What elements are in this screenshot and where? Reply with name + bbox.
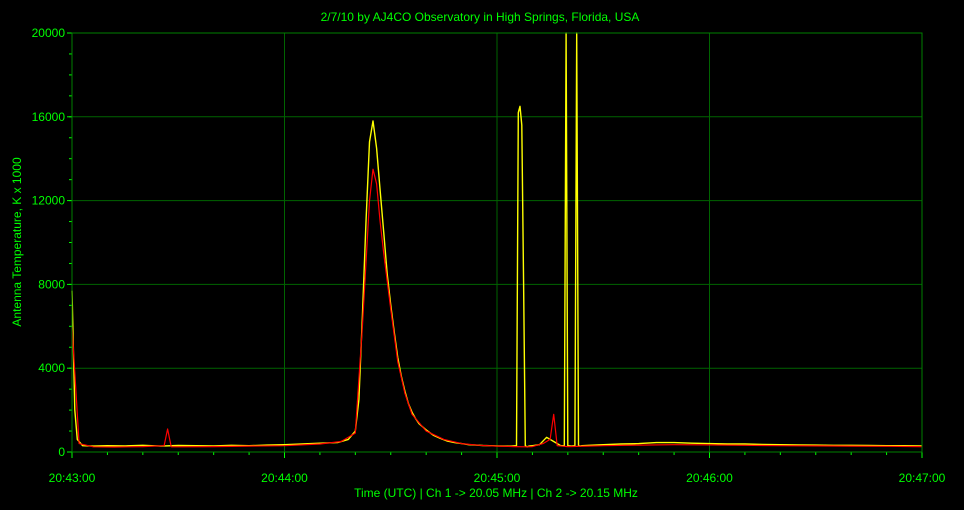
y-tick-label: 8000 — [38, 277, 65, 291]
y-tick-label: 20000 — [32, 26, 66, 40]
plot-frame — [71, 32, 923, 453]
y-tick-label: 12000 — [32, 194, 66, 208]
x-tick-labels: 20:43:00 20:44:00 20:45:00 20:46:00 20:47:00 — [49, 471, 946, 485]
chart-title: 2/7/10 by AJ4CO Observatory in High Spri… — [321, 10, 640, 24]
y-axis-label: Antenna Temperature, K x 1000 — [10, 157, 24, 327]
series-line-ch-2 — [71, 168, 923, 448]
x-tick-label: 20:43:00 — [49, 471, 96, 485]
y-tick-label: 16000 — [32, 110, 66, 124]
x-tick-label: 20:46:00 — [686, 471, 733, 485]
x-tick-label: 20:45:00 — [474, 471, 521, 485]
x-axis-label: Time (UTC) | Ch 1 -> 20.05 MHz | Ch 2 ->… — [354, 486, 638, 500]
series-layer — [71, 32, 923, 448]
y-tick-label: 4000 — [38, 361, 65, 375]
x-tick-label: 20:44:00 — [261, 471, 308, 485]
x-tick-label: 20:47:00 — [899, 471, 946, 485]
y-tick-labels: 0 4000 8000 12000 16000 20000 — [32, 26, 66, 459]
y-tick-label: 0 — [58, 445, 65, 459]
